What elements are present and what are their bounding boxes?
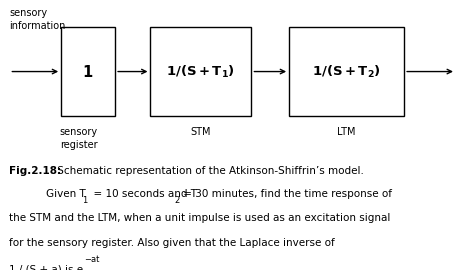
Text: 2: 2 <box>174 196 180 205</box>
Text: −at: −at <box>84 255 99 264</box>
Bar <box>61 27 115 116</box>
Text: LTM: LTM <box>337 127 356 137</box>
Text: = 30 minutes, find the time response of: = 30 minutes, find the time response of <box>180 189 392 199</box>
Text: 1 / (S + a) is e: 1 / (S + a) is e <box>9 265 84 270</box>
Text: the STM and the LTM, when a unit impulse is used as an excitation signal: the STM and the LTM, when a unit impulse… <box>9 213 391 223</box>
Text: .: . <box>99 265 102 270</box>
Text: $\mathbf{1/ (S +T_1)}$: $\mathbf{1/ (S +T_1)}$ <box>166 63 235 80</box>
Bar <box>150 27 251 116</box>
Text: sensory
information: sensory information <box>9 8 66 31</box>
Text: Given T: Given T <box>33 189 86 199</box>
Text: for the sensory register. Also given that the Laplace inverse of: for the sensory register. Also given tha… <box>9 238 335 248</box>
Bar <box>289 27 404 116</box>
Text: = 10 seconds and T: = 10 seconds and T <box>87 189 197 199</box>
Text: 1: 1 <box>82 196 87 205</box>
Text: Schematic representation of the Atkinson-Shiffrin’s model.: Schematic representation of the Atkinson… <box>54 166 364 176</box>
Text: $\mathbf{1 / (S + T_2)}$: $\mathbf{1 / (S + T_2)}$ <box>312 63 381 80</box>
Text: sensory
register: sensory register <box>60 127 98 150</box>
Text: Fig.2.18:: Fig.2.18: <box>9 166 62 176</box>
Text: STM: STM <box>191 127 211 137</box>
Text: $\mathbf{1}$: $\mathbf{1}$ <box>83 63 94 80</box>
